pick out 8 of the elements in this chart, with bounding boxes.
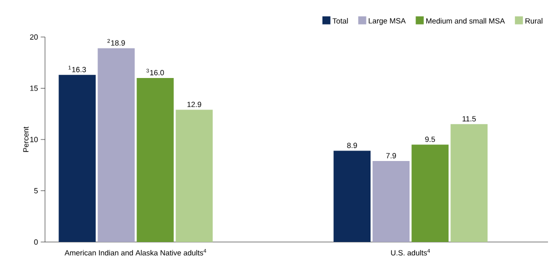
bar bbox=[334, 150, 371, 242]
bar bbox=[176, 110, 213, 242]
bar bbox=[412, 144, 449, 242]
bar bbox=[98, 48, 135, 242]
bar bbox=[372, 161, 410, 242]
bar bbox=[450, 124, 488, 242]
bar bbox=[58, 74, 96, 242]
bar bbox=[136, 78, 174, 242]
